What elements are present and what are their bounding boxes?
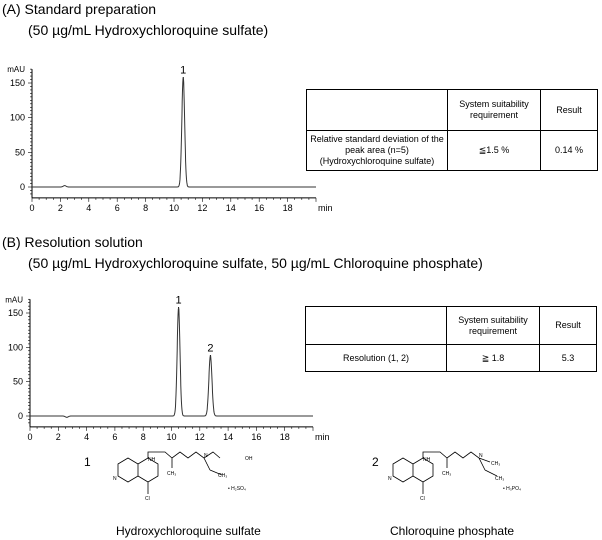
x-axis-label: min: [315, 432, 330, 442]
x-tick-label: 0: [27, 432, 32, 442]
atom-label: CH₃: [218, 473, 227, 479]
atom-label: CH₃: [495, 476, 504, 482]
x-tick-label: 10: [169, 203, 179, 213]
row-requirement: ≧ 1.8: [446, 344, 540, 372]
atom-label: NH: [148, 457, 156, 463]
row-parameter: Resolution (1, 2): [305, 344, 447, 372]
section-a-subtitle: (50 µg/mL Hydroxychloroquine sulfate): [28, 22, 269, 38]
x-tick-label: 16: [251, 432, 261, 442]
atom-label: N: [479, 453, 483, 459]
section-b-title: (B) Resolution solution: [2, 234, 143, 250]
atom-label: CH₃: [491, 461, 500, 467]
x-tick-label: 18: [283, 203, 293, 213]
y-tick-label: 100: [8, 342, 23, 352]
atom-label: N: [388, 476, 392, 482]
y-tick-label: 0: [18, 411, 23, 421]
x-tick-label: 0: [29, 203, 34, 213]
suitability-table-a: System suitability requirement Result Rel…: [306, 89, 598, 171]
structure-2-number: 2: [372, 455, 379, 469]
atom-label: CH₃: [442, 471, 451, 477]
chromatogram-trace: [30, 307, 313, 418]
y-tick-label: 150: [8, 308, 23, 318]
x-tick-label: 14: [223, 432, 233, 442]
structure-2-salt: • H₃PO₄: [503, 486, 521, 492]
y-tick-label: 150: [10, 78, 25, 88]
suitability-table-b: System suitability requirement Result Res…: [305, 306, 597, 372]
x-tick-label: 4: [84, 432, 89, 442]
structure-hydroxychloroquine: [117, 451, 223, 494]
x-tick-label: 10: [166, 432, 176, 442]
structure-2-name: Chloroquine phosphate: [390, 524, 515, 538]
header-requirement: System suitability requirement: [446, 306, 540, 345]
row-requirement: ≦1.5 %: [447, 130, 541, 171]
atom-label: CH₃: [167, 471, 176, 477]
structure-1-number: 1: [84, 455, 91, 469]
y-axis-label: mAU: [5, 295, 23, 304]
header-result: Result: [540, 89, 598, 131]
row-parameter: Relative standard deviation of the peak …: [306, 130, 448, 171]
x-tick-label: 8: [141, 432, 146, 442]
y-tick-label: 50: [13, 377, 23, 387]
x-axis-label: min: [318, 203, 333, 213]
structure-1-salt: • H₂SO₄: [228, 486, 246, 492]
peak-apex: [209, 355, 211, 357]
peak-apex: [182, 76, 184, 78]
structure-chloroquine: [392, 451, 498, 494]
x-tick-label: 8: [143, 203, 148, 213]
header-result: Result: [539, 306, 597, 345]
x-tick-label: 2: [58, 203, 63, 213]
atom-label: N: [113, 476, 117, 482]
structure-1-name: Hydroxychloroquine sulfate: [116, 524, 261, 538]
x-tick-label: 18: [280, 432, 290, 442]
atom-label: Cl: [145, 496, 150, 502]
y-tick-label: 100: [10, 113, 25, 123]
x-tick-label: 14: [226, 203, 236, 213]
peak-label: 1: [180, 64, 186, 76]
x-tick-label: 6: [112, 432, 117, 442]
y-axis-label: mAU: [7, 65, 25, 74]
atom-label: NH: [423, 457, 431, 463]
atom-label: Cl: [420, 496, 425, 502]
peak-label: 1: [176, 295, 182, 307]
atom-label: N: [204, 453, 208, 459]
x-tick-label: 12: [195, 432, 205, 442]
atom-label: OH: [245, 456, 253, 462]
row-result: 0.14 %: [540, 130, 598, 171]
peak-label: 2: [207, 343, 213, 355]
section-a-title: (A) Standard preparation: [2, 1, 157, 17]
y-tick-label: 50: [15, 147, 25, 157]
x-tick-label: 16: [254, 203, 264, 213]
chromatogram-trace: [32, 77, 316, 188]
x-tick-label: 12: [197, 203, 207, 213]
peak-apex: [178, 307, 180, 309]
row-result: 5.3: [539, 344, 597, 372]
section-b-subtitle: (50 µg/mL Hydroxychloroquine sulfate, 50…: [28, 255, 483, 271]
x-tick-label: 4: [86, 203, 91, 213]
x-tick-label: 2: [56, 432, 61, 442]
x-tick-label: 6: [115, 203, 120, 213]
y-tick-label: 0: [20, 182, 25, 192]
